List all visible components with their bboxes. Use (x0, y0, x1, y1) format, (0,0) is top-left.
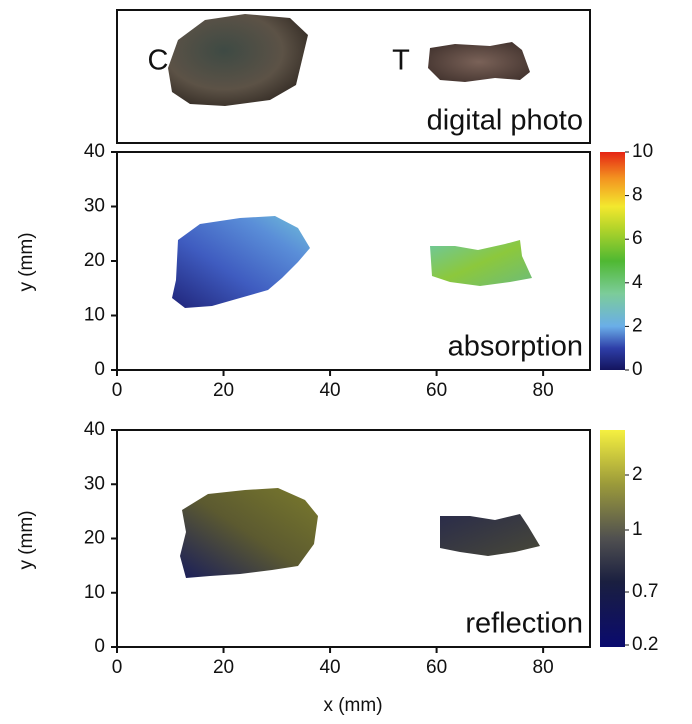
x-tick-label: 80 (533, 657, 554, 678)
colorbar (600, 430, 625, 647)
colorbar-tick-label: 2 (632, 464, 643, 485)
y-tick-label: 0 (94, 636, 105, 657)
colorbar-tick-label: 0.7 (632, 581, 658, 602)
reflection-map (180, 488, 318, 578)
x-tick-label: 0 (112, 657, 123, 678)
sample-label: T (392, 45, 410, 77)
panel-title: reflection (465, 608, 583, 640)
x-tick-label: 60 (426, 657, 447, 678)
colorbar-tick-label: 10 (632, 141, 653, 162)
panel-title: digital photo (427, 105, 583, 137)
x-tick-label: 20 (213, 380, 234, 401)
figure: C T digital photo absorption y (mm) refl… (0, 0, 692, 719)
sample-label: C (148, 45, 169, 77)
y-axis-label: y (mm) (16, 510, 37, 569)
y-tick-label: 30 (84, 473, 105, 494)
y-tick-label: 0 (94, 359, 105, 380)
y-tick-label: 20 (84, 250, 105, 271)
x-tick-label: 0 (112, 380, 123, 401)
colorbar-tick-label: 8 (632, 185, 643, 206)
absorption-map (430, 240, 532, 286)
y-tick-label: 40 (84, 419, 105, 440)
x-axis-label: x (mm) (323, 695, 382, 716)
colorbar-tick-label: 2 (632, 315, 643, 336)
x-tick-label: 60 (426, 380, 447, 401)
x-tick-label: 20 (213, 657, 234, 678)
colorbar-tick-label: 4 (632, 272, 643, 293)
x-tick-label: 40 (319, 657, 340, 678)
x-tick-label: 40 (319, 380, 340, 401)
tissue-photo (428, 42, 530, 82)
colorbar-tick-label: 1 (632, 519, 643, 540)
y-axis-label: y (mm) (16, 232, 37, 291)
tissue-photo (168, 14, 308, 106)
colorbar-tick-label: 0.2 (632, 634, 658, 655)
colorbar (600, 152, 625, 370)
x-tick-label: 80 (533, 380, 554, 401)
reflection-map (440, 514, 540, 556)
colorbar-tick-label: 6 (632, 228, 643, 249)
colorbar-tick-label: 0 (632, 359, 643, 380)
y-tick-label: 10 (84, 305, 105, 326)
y-tick-label: 30 (84, 196, 105, 217)
y-tick-label: 40 (84, 141, 105, 162)
y-tick-label: 10 (84, 582, 105, 603)
panel-title: absorption (448, 331, 583, 363)
y-tick-label: 20 (84, 528, 105, 549)
absorption-map (172, 216, 310, 308)
